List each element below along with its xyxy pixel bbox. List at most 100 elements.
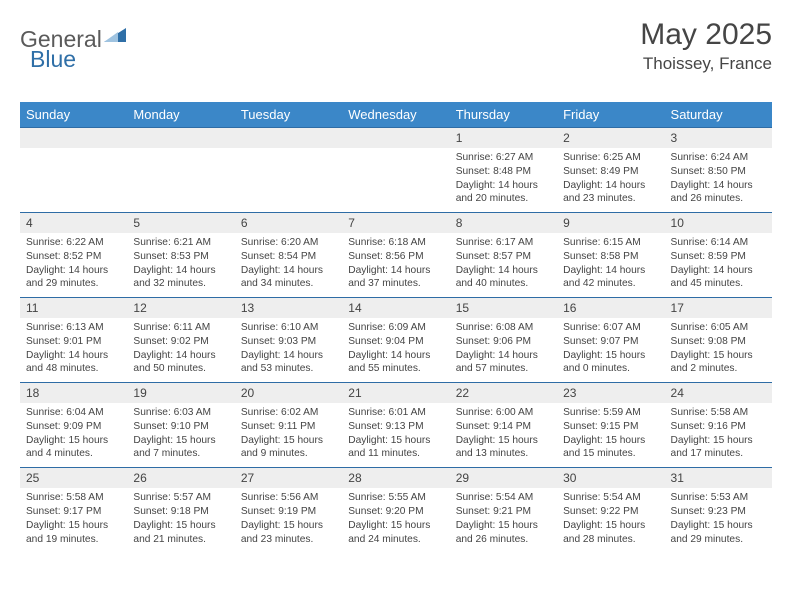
day-number: 16 — [557, 298, 664, 319]
sunrise-text: Sunrise: 6:21 AM — [133, 236, 228, 250]
daylight-text: Daylight: 15 hours and 11 minutes. — [348, 434, 443, 462]
day-cell: Sunrise: 5:57 AMSunset: 9:18 PMDaylight:… — [127, 488, 234, 552]
daylight-text: Daylight: 15 hours and 24 minutes. — [348, 519, 443, 547]
day-number: 11 — [20, 298, 127, 319]
location: Thoissey, France — [640, 54, 772, 74]
sunset-text: Sunset: 8:58 PM — [563, 250, 658, 264]
day-cell: Sunrise: 6:14 AMSunset: 8:59 PMDaylight:… — [665, 233, 772, 298]
day-content-row: Sunrise: 5:58 AMSunset: 9:17 PM Daylight:… — [20, 488, 772, 552]
day-cell: Sunrise: 6:05 AMSunset: 9:08 PMDaylight:… — [665, 318, 772, 383]
day-cell — [20, 148, 127, 213]
day-number: 5 — [127, 213, 234, 234]
sunset-text: Sunset: 8:59 PM — [671, 250, 766, 264]
day-cell — [235, 148, 342, 213]
day-of-week-header: Sunday — [20, 102, 127, 128]
day-cell: Sunrise: 5:58 AMSunset: 9:16 PMDaylight:… — [665, 403, 772, 468]
day-number: 13 — [235, 298, 342, 319]
daylight-text: Daylight: 14 hours and 40 minutes. — [456, 264, 551, 292]
day-number: 17 — [665, 298, 772, 319]
day-cell: Sunrise: 6:09 AMSunset: 9:04 PMDaylight:… — [342, 318, 449, 383]
day-cell: Sunrise: 6:21 AMSunset: 8:53 PMDaylight:… — [127, 233, 234, 298]
day-cell: Sunrise: 6:00 AMSunset: 9:14 PMDaylight:… — [450, 403, 557, 468]
day-of-week-header: Monday — [127, 102, 234, 128]
day-number — [342, 128, 449, 149]
daylight-text: Daylight: 15 hours and 4 minutes. — [26, 434, 121, 462]
daylight-text: Daylight: 15 hours and 21 minutes. — [133, 519, 228, 547]
day-content-row: Sunrise: 6:13 AMSunset: 9:01 PMDaylight:… — [20, 318, 772, 383]
day-cell: Sunrise: 5:53 AMSunset: 9:23 PMDaylight:… — [665, 488, 772, 552]
day-of-week-header: Saturday — [665, 102, 772, 128]
daylight-text: Daylight: 14 hours and 37 minutes. — [348, 264, 443, 292]
sunrise-text: Sunrise: 6:04 AM — [26, 406, 121, 420]
sunrise-text: Sunrise: 6:22 AM — [26, 236, 121, 250]
day-cell: Sunrise: 6:22 AMSunset: 8:52 PMDaylight:… — [20, 233, 127, 298]
sunset-text: Sunset: 9:13 PM — [348, 420, 443, 434]
day-number: 12 — [127, 298, 234, 319]
day-content-row: Sunrise: 6:04 AMSunset: 9:09 PMDaylight:… — [20, 403, 772, 468]
sunrise-text: Sunrise: 6:25 AM — [563, 151, 658, 165]
daylight-text: Daylight: 14 hours and 26 minutes. — [671, 179, 766, 207]
sunrise-text: Sunrise: 5:58 AM — [26, 491, 121, 505]
day-number — [20, 128, 127, 149]
day-cell: Sunrise: 6:13 AMSunset: 9:01 PMDaylight:… — [20, 318, 127, 383]
daylight-text: Daylight: 14 hours and 42 minutes. — [563, 264, 658, 292]
sunset-text: Sunset: 9:11 PM — [241, 420, 336, 434]
sunrise-text: Sunrise: 6:13 AM — [26, 321, 121, 335]
calendar-table: SundayMondayTuesdayWednesdayThursdayFrid… — [20, 102, 772, 552]
sunrise-text: Sunrise: 6:27 AM — [456, 151, 551, 165]
day-of-week-header: Tuesday — [235, 102, 342, 128]
day-number-row: 123 — [20, 128, 772, 149]
day-number: 10 — [665, 213, 772, 234]
daylight-text: Daylight: 14 hours and 50 minutes. — [133, 349, 228, 377]
sunset-text: Sunset: 9:19 PM — [241, 505, 336, 519]
day-cell: Sunrise: 5:56 AMSunset: 9:19 PMDaylight:… — [235, 488, 342, 552]
sunrise-text: Sunrise: 6:05 AM — [671, 321, 766, 335]
day-number: 3 — [665, 128, 772, 149]
sunset-text: Sunset: 9:10 PM — [133, 420, 228, 434]
day-number — [127, 128, 234, 149]
daylight-text: Daylight: 14 hours and 53 minutes. — [241, 349, 336, 377]
daylight-text: Daylight: 14 hours and 55 minutes. — [348, 349, 443, 377]
day-number: 30 — [557, 468, 664, 489]
day-cell: Sunrise: 5:59 AMSunset: 9:15 PMDaylight:… — [557, 403, 664, 468]
day-cell: Sunrise: 5:55 AMSunset: 9:20 PMDaylight:… — [342, 488, 449, 552]
sunrise-text: Sunrise: 6:20 AM — [241, 236, 336, 250]
day-cell: Sunrise: 6:11 AMSunset: 9:02 PMDaylight:… — [127, 318, 234, 383]
sunrise-text: Sunrise: 6:03 AM — [133, 406, 228, 420]
day-cell: Sunrise: 6:18 AMSunset: 8:56 PMDaylight:… — [342, 233, 449, 298]
day-number-row: 11121314151617 — [20, 298, 772, 319]
sunset-text: Sunset: 9:17 PM — [26, 505, 121, 519]
month-title: May 2025 — [640, 18, 772, 52]
daylight-text: Daylight: 14 hours and 34 minutes. — [241, 264, 336, 292]
sunrise-text: Sunrise: 5:57 AM — [133, 491, 228, 505]
day-cell: Sunrise: 6:24 AMSunset: 8:50 PMDaylight:… — [665, 148, 772, 213]
day-number-row: 25262728293031 — [20, 468, 772, 489]
daylight-text: Daylight: 15 hours and 28 minutes. — [563, 519, 658, 547]
day-number-row: 18192021222324 — [20, 383, 772, 404]
sunset-text: Sunset: 9:15 PM — [563, 420, 658, 434]
calendar-page: General May 2025 Thoissey, France Blue S… — [0, 0, 792, 562]
sunrise-text: Sunrise: 6:08 AM — [456, 321, 551, 335]
day-number: 22 — [450, 383, 557, 404]
day-number: 19 — [127, 383, 234, 404]
sunrise-text: Sunrise: 6:01 AM — [348, 406, 443, 420]
sunset-text: Sunset: 9:02 PM — [133, 335, 228, 349]
sunset-text: Sunset: 9:07 PM — [563, 335, 658, 349]
sunrise-text: Sunrise: 6:00 AM — [456, 406, 551, 420]
sunset-text: Sunset: 9:16 PM — [671, 420, 766, 434]
day-of-week-header: Friday — [557, 102, 664, 128]
sunset-text: Sunset: 8:48 PM — [456, 165, 551, 179]
sunrise-text: Sunrise: 5:55 AM — [348, 491, 443, 505]
day-number: 23 — [557, 383, 664, 404]
daylight-text: Daylight: 14 hours and 32 minutes. — [133, 264, 228, 292]
sunrise-text: Sunrise: 6:10 AM — [241, 321, 336, 335]
sunset-text: Sunset: 8:53 PM — [133, 250, 228, 264]
day-number: 26 — [127, 468, 234, 489]
day-number: 29 — [450, 468, 557, 489]
daylight-text: Daylight: 15 hours and 9 minutes. — [241, 434, 336, 462]
sunrise-text: Sunrise: 6:02 AM — [241, 406, 336, 420]
day-cell: Sunrise: 6:15 AMSunset: 8:58 PMDaylight:… — [557, 233, 664, 298]
title-block: May 2025 Thoissey, France — [640, 18, 772, 74]
daylight-text: Daylight: 15 hours and 29 minutes. — [671, 519, 766, 547]
day-cell: Sunrise: 6:25 AMSunset: 8:49 PMDaylight:… — [557, 148, 664, 213]
